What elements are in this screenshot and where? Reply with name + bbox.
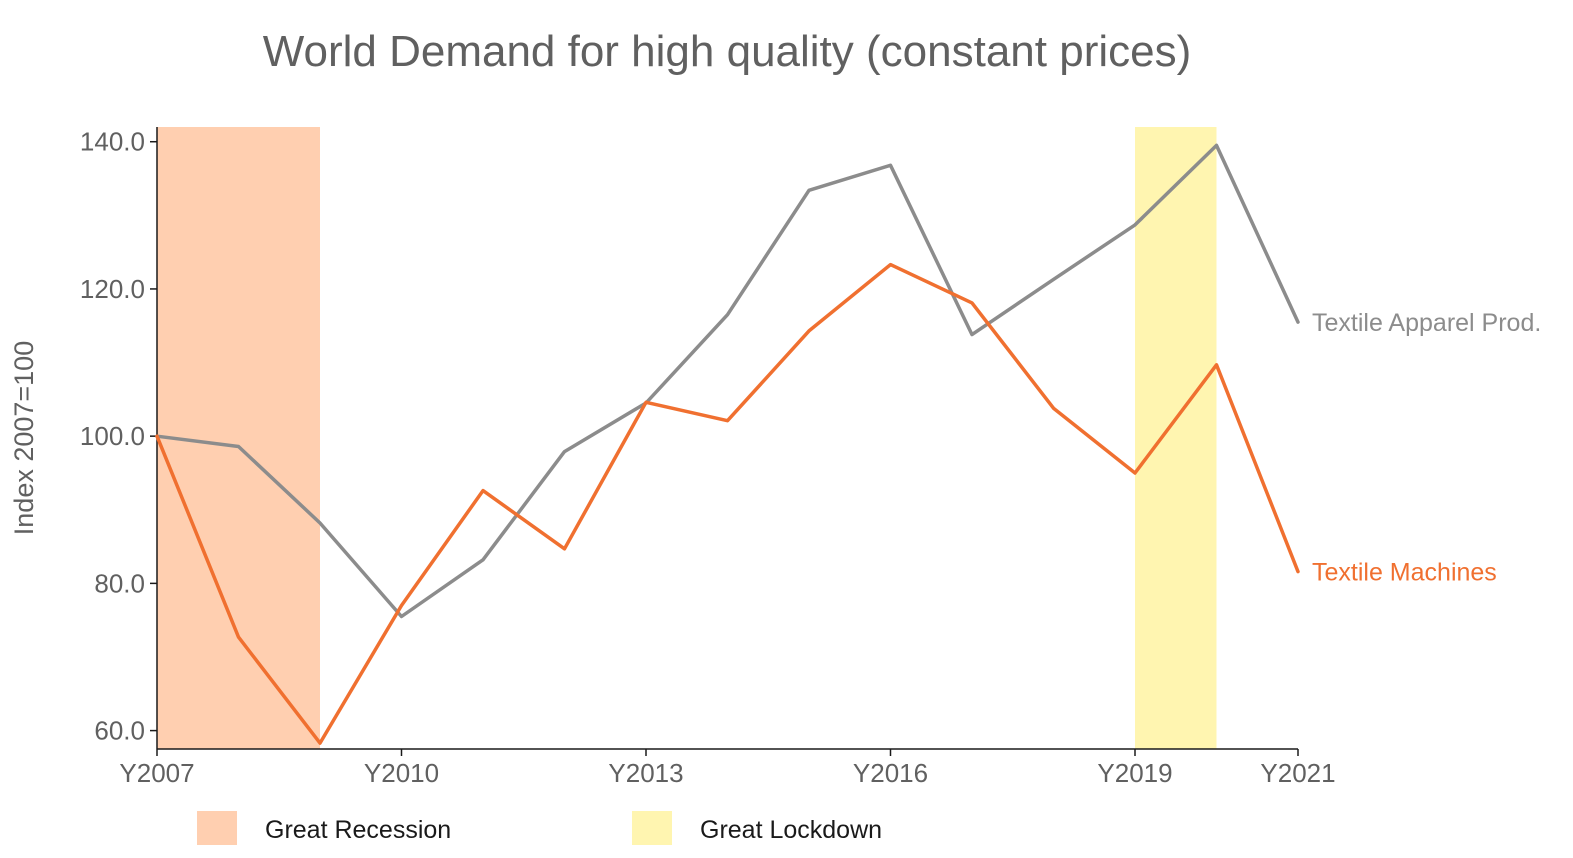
shaded-period-great-lockdown <box>1135 127 1217 749</box>
x-tick-label: Y2010 <box>364 758 439 788</box>
series-labels: Textile Apparel Prod. Textile Machines <box>1312 309 1541 587</box>
legend: Great Recession Great Lockdown <box>197 811 882 845</box>
y-tick-label: 80.0 <box>94 568 145 598</box>
y-axis-title: Index 2007=100 <box>9 341 39 535</box>
series-line-textile-apparel-prod <box>155 143 1300 619</box>
series-lines <box>155 143 1300 745</box>
series-label-textile-machines: Textile Machines <box>1312 559 1497 587</box>
shaded-periods <box>157 127 1217 749</box>
x-tick-label: Y2021 <box>1260 758 1335 788</box>
axes: 60.0 80.0 100.0 120.0 140.0 Y2007 Y2010 Y2013 Y2… <box>80 127 1336 788</box>
series-label-textile-apparel-prod: Textile Apparel Prod. <box>1312 309 1541 337</box>
y-tick-label: 60.0 <box>94 716 145 746</box>
chart-title: World Demand for high quality (constant … <box>263 27 1192 76</box>
legend-swatch-great-lockdown <box>632 811 672 845</box>
x-tick-label: Y2019 <box>1097 758 1172 788</box>
x-tick-label: Y2013 <box>608 758 683 788</box>
legend-label-great-lockdown: Great Lockdown <box>700 816 882 844</box>
legend-label-great-recession: Great Recession <box>265 816 451 844</box>
series-line-textile-machines <box>155 262 1300 745</box>
x-tick-label: Y2007 <box>119 758 194 788</box>
legend-swatch-great-recession <box>197 811 237 845</box>
x-tick-label: Y2016 <box>853 758 928 788</box>
y-tick-label: 140.0 <box>80 127 145 157</box>
y-tick-label: 120.0 <box>80 274 145 304</box>
y-tick-label: 100.0 <box>80 421 145 451</box>
